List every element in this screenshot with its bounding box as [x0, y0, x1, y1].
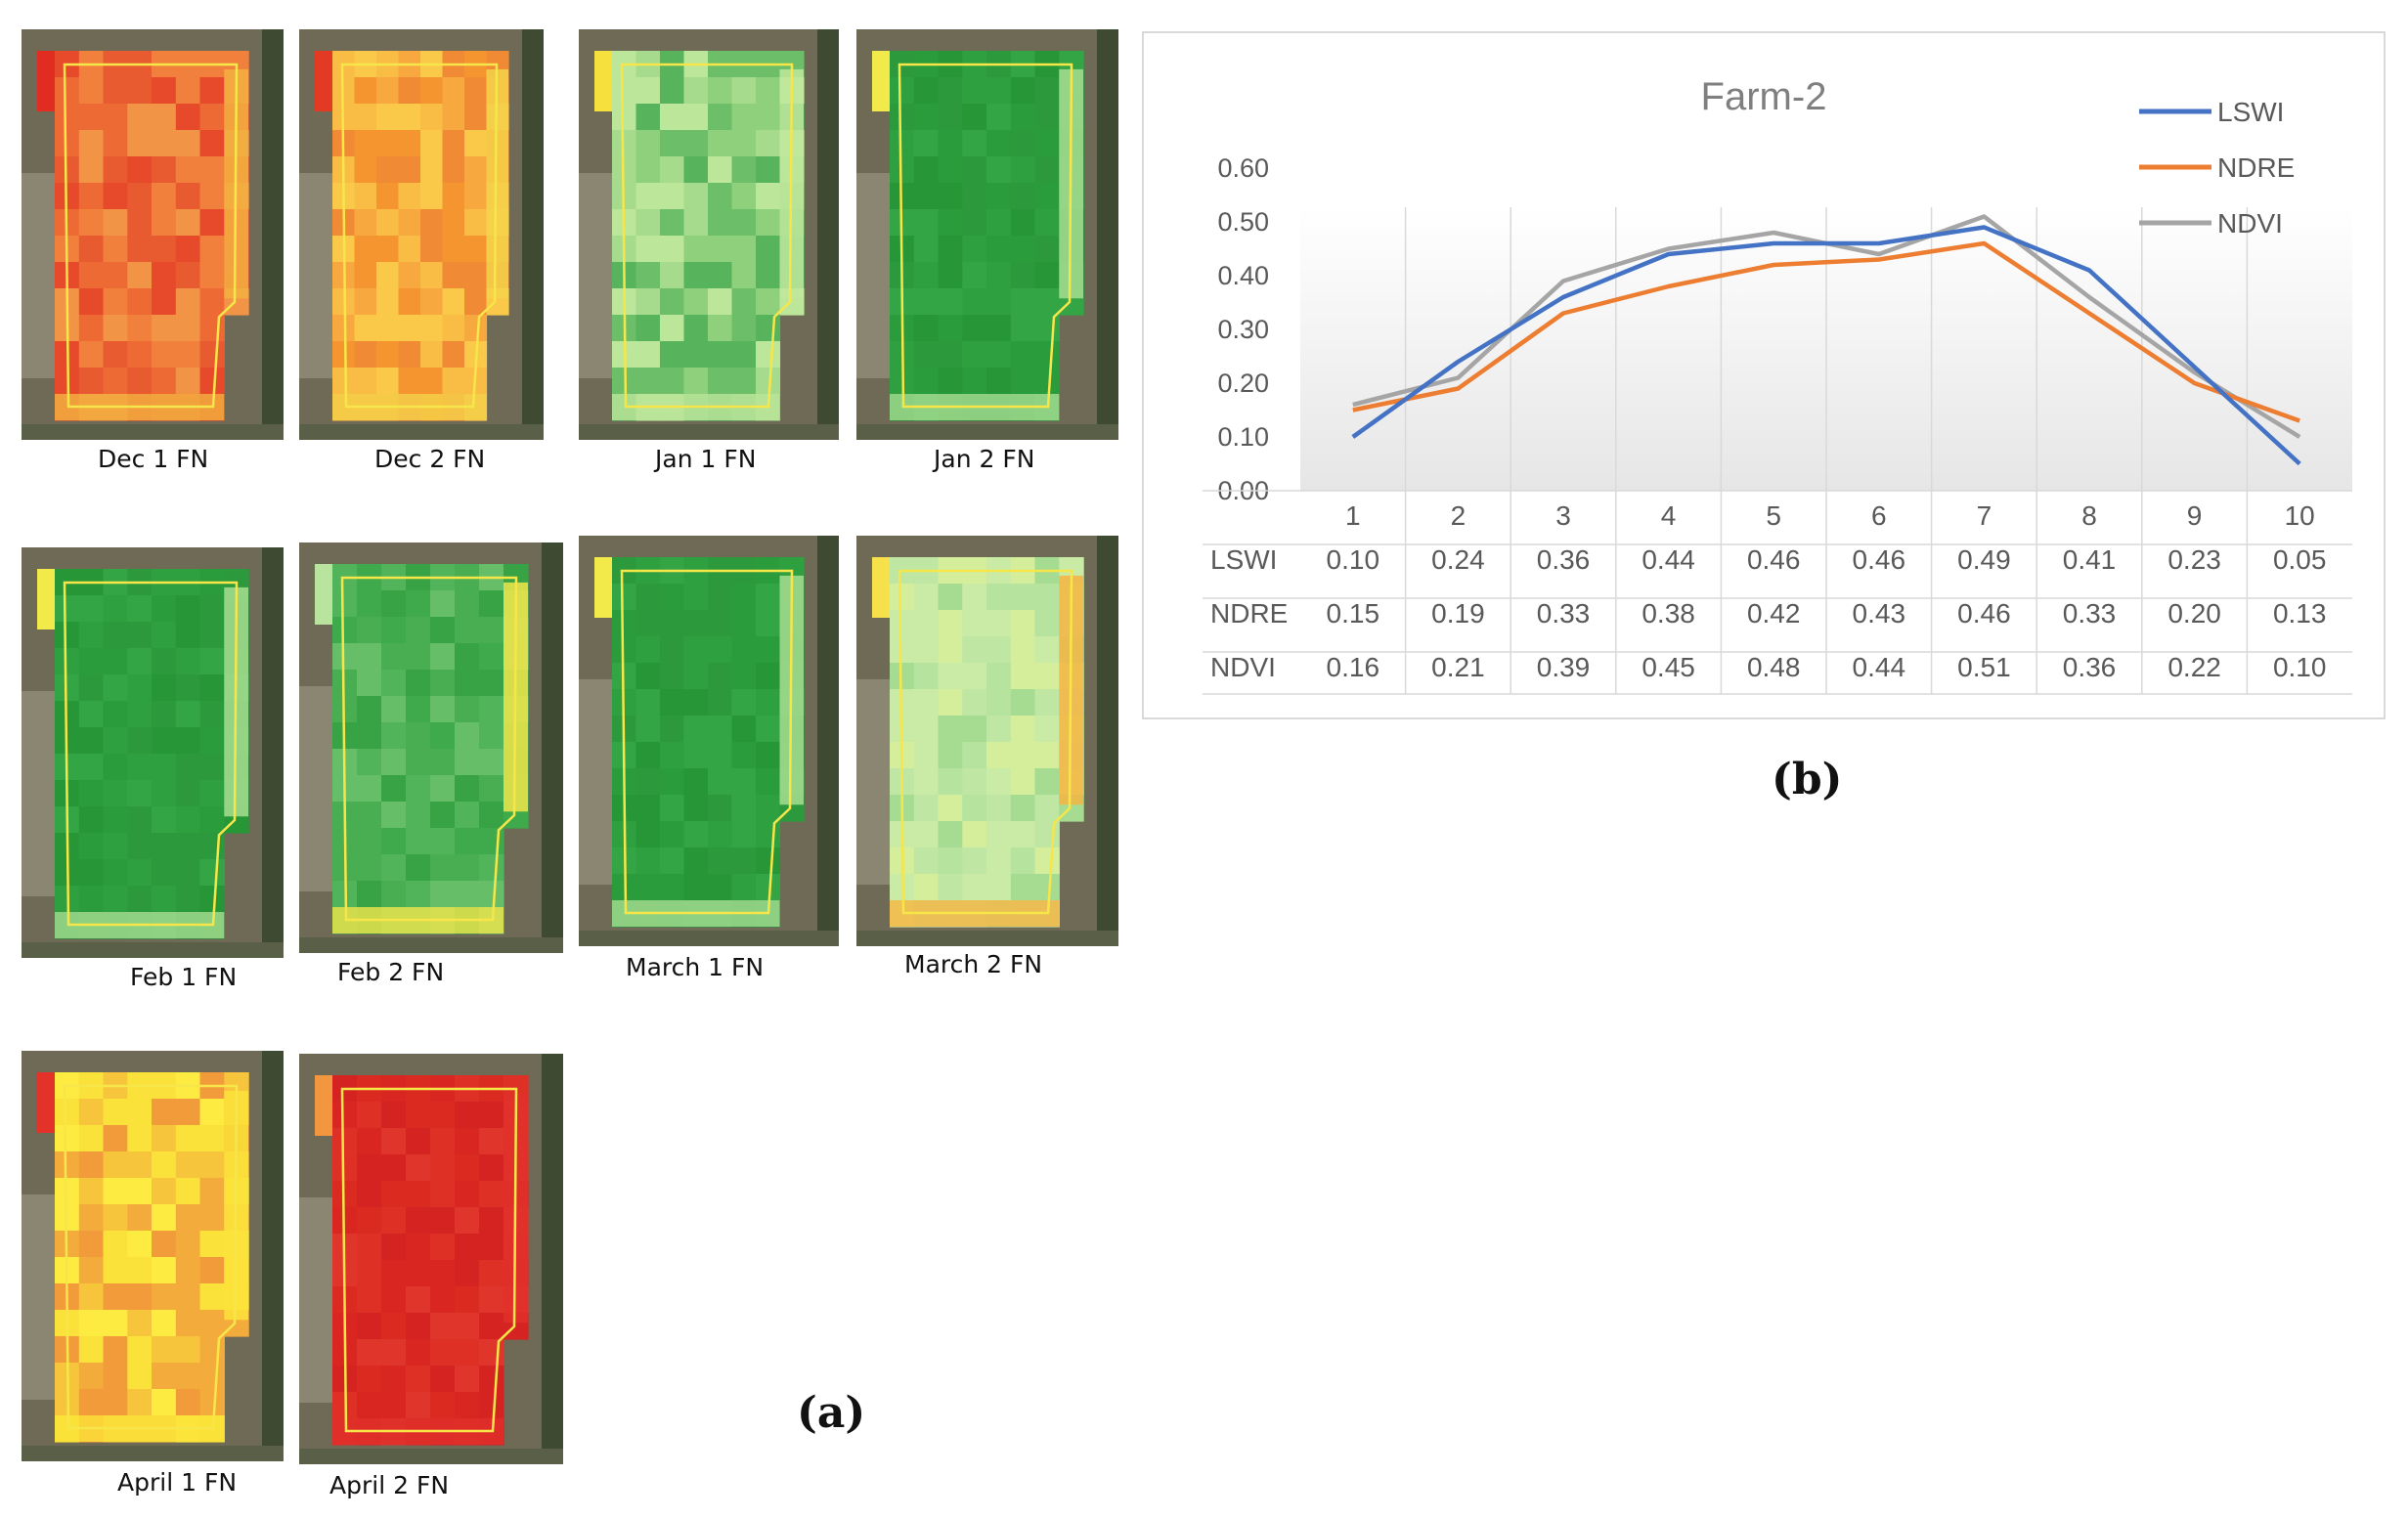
map-panel-4	[856, 29, 1118, 440]
table-cell: 0.21	[1431, 652, 1485, 682]
table-cell: 0.20	[2167, 598, 2221, 629]
caption-april-1: April 1 FN	[117, 1468, 238, 1497]
table-row-label-lswi: LSWI	[1210, 544, 1277, 575]
table-cell: 0.46	[1853, 544, 1906, 575]
caption-dec-2: Dec 2 FN	[374, 445, 486, 473]
chart-svg: Farm-20.000.100.200.300.400.500.601 2 3 4 5 6…	[1203, 75, 2352, 695]
panel-a-label: (a)	[797, 1388, 866, 1438]
table-cell: 0.45	[1642, 652, 1695, 682]
table-cell: 0.44	[1642, 544, 1695, 575]
table-cell: 0.24	[1431, 544, 1485, 575]
map-panel-2	[299, 29, 544, 440]
table-cell: 0.51	[1957, 652, 2010, 682]
map-panel-3	[579, 29, 839, 440]
x-tick-label: 1	[1345, 500, 1361, 531]
caption-dec-1: Dec 1 FN	[98, 445, 209, 473]
series-line-ndre	[1352, 240, 2300, 423]
table-cell: 0.19	[1431, 598, 1485, 629]
table-cell: 0.10	[1327, 544, 1380, 575]
y-tick-label: 0.60	[1217, 153, 1269, 183]
x-tick-label: 8	[2081, 500, 2097, 531]
x-tick-label: 3	[1555, 500, 1571, 531]
y-tick-label: 0.20	[1217, 369, 1269, 398]
caption-jan-1: Jan 1 FN	[655, 445, 757, 473]
table-cell: 0.22	[2167, 652, 2221, 682]
table-cell: 0.46	[1747, 544, 1801, 575]
table-cell: 0.33	[1537, 598, 1591, 629]
x-tick-label: 9	[2187, 500, 2203, 531]
field-map-grid	[22, 29, 1118, 1464]
x-tick-label: 6	[1871, 500, 1887, 531]
table-cell: 0.16	[1327, 652, 1380, 682]
table-cell: 0.10	[2273, 652, 2327, 682]
map-panel-1	[22, 29, 284, 440]
table-cell: 0.43	[1853, 598, 1906, 629]
y-tick-label: 0.30	[1217, 315, 1269, 344]
y-tick-label: 0.10	[1217, 422, 1269, 452]
x-tick-label: 5	[1766, 500, 1781, 531]
chart-title: Farm-2	[1701, 75, 1827, 118]
legend-label-lswi: LSWI	[2217, 97, 2284, 127]
caption-jan-2: Jan 2 FN	[934, 445, 1035, 473]
table-cell: 0.23	[2167, 544, 2221, 575]
legend-label-ndre: NDRE	[2217, 152, 2295, 183]
caption-feb-1: Feb 1 FN	[130, 963, 238, 991]
map-panel-5	[22, 547, 284, 958]
farm-2-chart: Farm-2 0.00 0.10 0.20 0.30 0.40 0.50 0.60 1 2 3 4 5 6…	[1142, 31, 2386, 719]
table-cell: 0.15	[1327, 598, 1380, 629]
panel-b-label: (b)	[1772, 755, 1843, 804]
table-cell: 0.36	[2063, 652, 2117, 682]
table-row-label-ndre: NDRE	[1210, 598, 1288, 629]
caption-feb-2: Feb 2 FN	[337, 958, 445, 986]
caption-april-2: April 2 FN	[329, 1471, 450, 1499]
table-cell: 0.42	[1747, 598, 1801, 629]
table-cell: 0.46	[1957, 598, 2010, 629]
x-tick-label: 7	[1977, 500, 1992, 531]
map-panel-6	[299, 542, 563, 953]
table-cell: 0.48	[1747, 652, 1801, 682]
table-cell: 0.13	[2273, 598, 2327, 629]
caption-march-1: March 1 FN	[626, 953, 765, 981]
y-tick-label: 0.40	[1217, 261, 1269, 290]
table-cell: 0.36	[1537, 544, 1591, 575]
y-tick-label: 0.50	[1217, 207, 1269, 237]
legend-label-ndvi: NDVI	[2217, 208, 2283, 239]
x-tick-label: 2	[1451, 500, 1467, 531]
x-tick-label: 10	[2285, 500, 2315, 531]
map-panel-7	[579, 536, 839, 946]
map-panel-9	[22, 1051, 284, 1461]
table-row-label-ndvi: NDVI	[1210, 652, 1276, 682]
map-panel-10	[299, 1054, 563, 1464]
caption-march-2: March 2 FN	[904, 950, 1043, 978]
table-cell: 0.44	[1853, 652, 1906, 682]
table-cell: 0.33	[2063, 598, 2117, 629]
x-tick-label: 4	[1661, 500, 1677, 531]
table-cell: 0.41	[2063, 544, 2117, 575]
table-cell: 0.49	[1957, 544, 2010, 575]
table-cell: 0.05	[2273, 544, 2327, 575]
table-cell: 0.39	[1537, 652, 1591, 682]
table-cell: 0.38	[1642, 598, 1695, 629]
series-line-lswi	[1351, 225, 2301, 466]
map-panel-8	[856, 536, 1118, 946]
